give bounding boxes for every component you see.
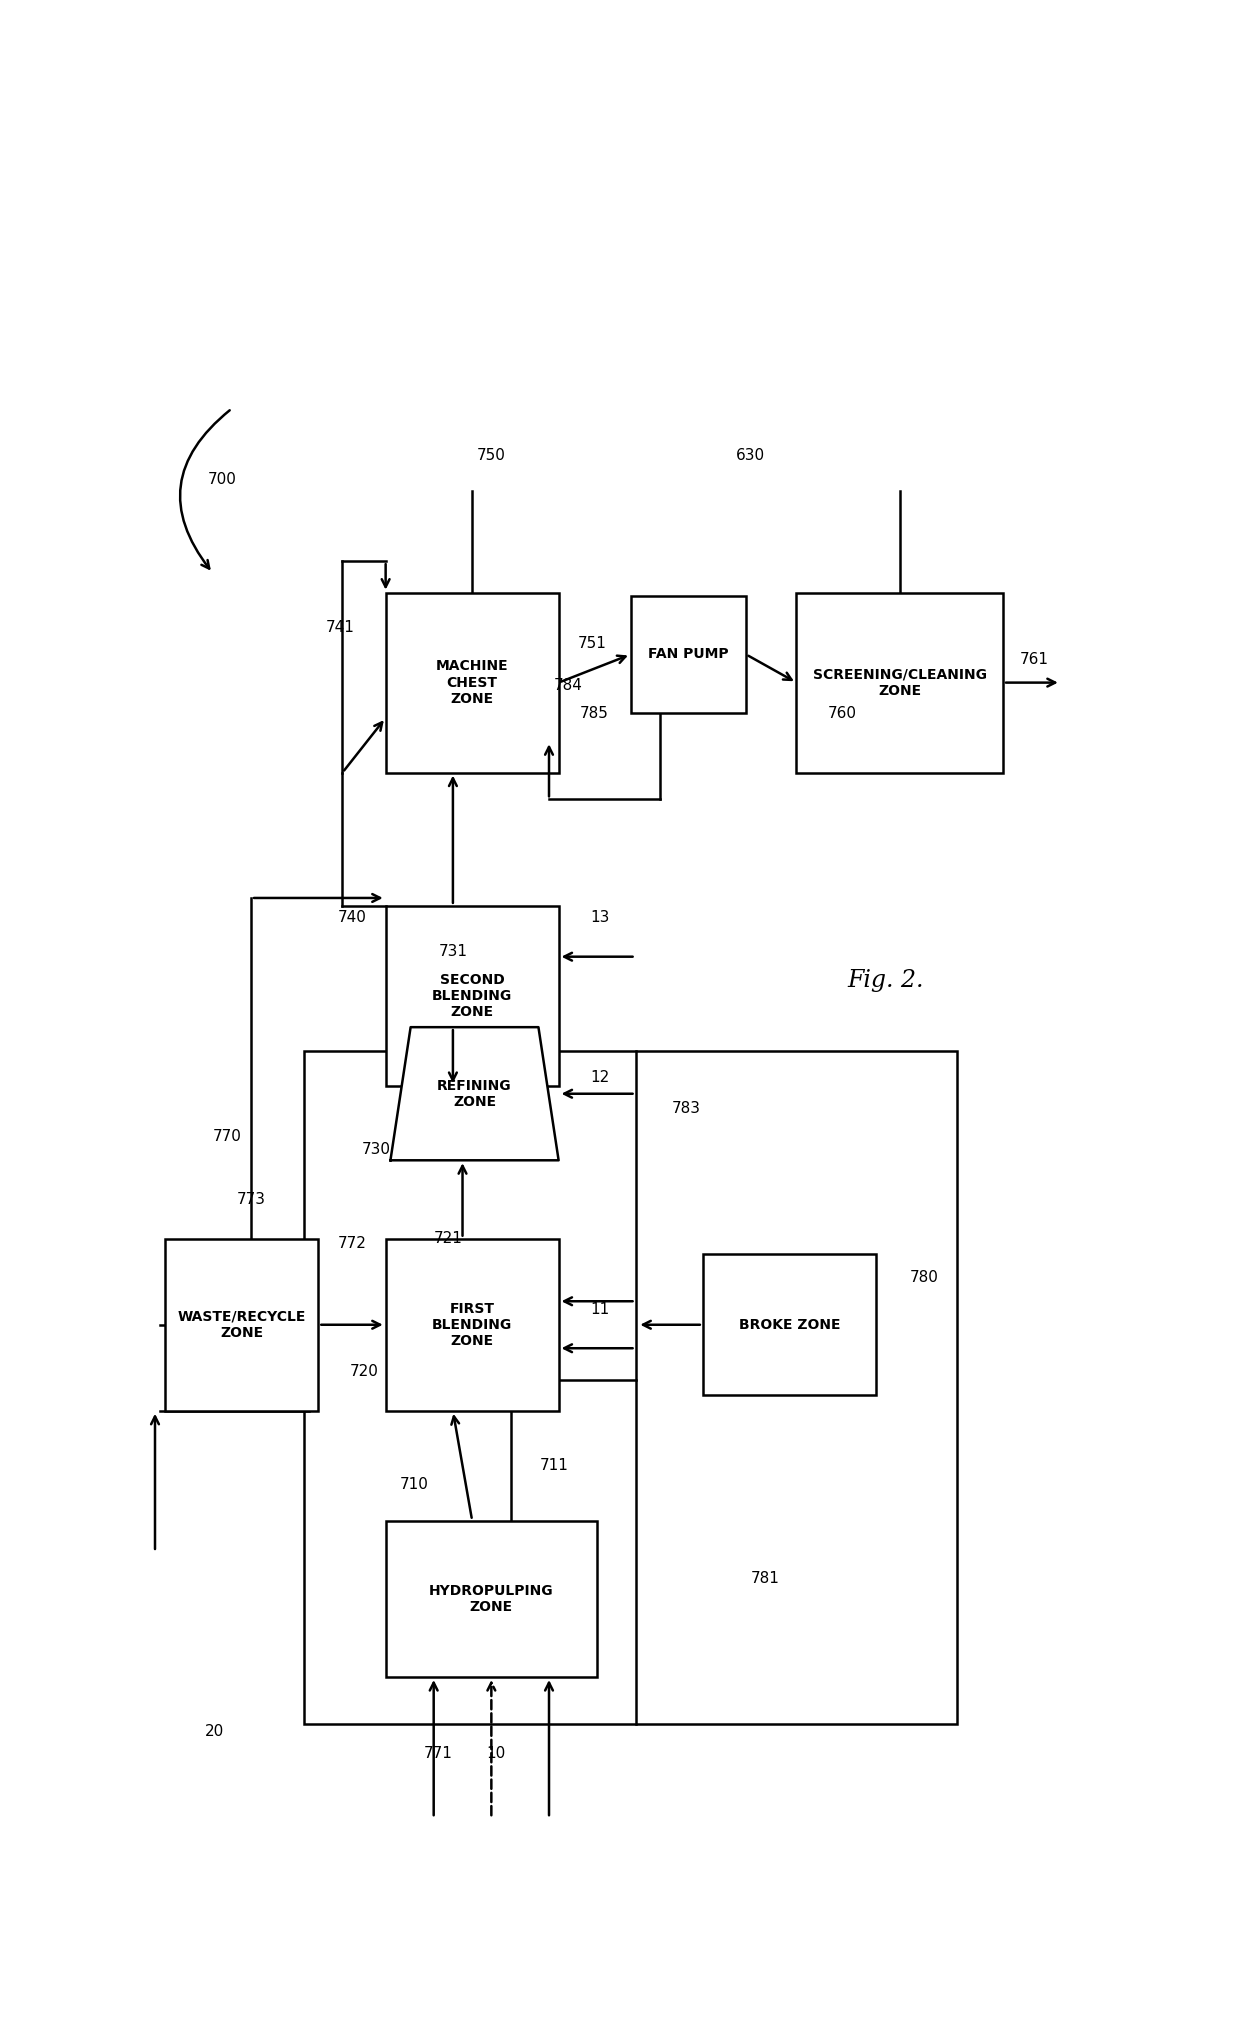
Text: 772: 772 (337, 1237, 367, 1251)
Text: 630: 630 (737, 447, 765, 464)
Text: 741: 741 (326, 620, 355, 635)
Text: 770: 770 (213, 1129, 242, 1145)
Text: 20: 20 (205, 1725, 224, 1739)
Text: 785: 785 (580, 706, 609, 722)
Text: Fig. 2.: Fig. 2. (847, 968, 924, 993)
Text: SCREENING/CLEANING
ZONE: SCREENING/CLEANING ZONE (812, 667, 987, 698)
Text: MACHINE
CHEST
ZONE: MACHINE CHEST ZONE (435, 659, 508, 706)
Text: 720: 720 (350, 1365, 379, 1379)
Text: 781: 781 (750, 1570, 780, 1587)
Text: 784: 784 (554, 677, 583, 694)
Text: BROKE ZONE: BROKE ZONE (739, 1318, 839, 1332)
Bar (304, 1052, 957, 1725)
Text: 12: 12 (590, 1070, 610, 1084)
Text: 711: 711 (539, 1458, 568, 1473)
Text: 751: 751 (578, 637, 606, 651)
Text: 11: 11 (590, 1302, 610, 1316)
Text: 710: 710 (401, 1477, 429, 1493)
Text: SECOND
BLENDING
ZONE: SECOND BLENDING ZONE (432, 972, 512, 1019)
Bar (796, 592, 1003, 773)
Text: FIRST
BLENDING
ZONE: FIRST BLENDING ZONE (432, 1302, 512, 1349)
Bar (386, 1239, 558, 1412)
Bar (386, 905, 558, 1086)
Text: HYDROPULPING
ZONE: HYDROPULPING ZONE (429, 1584, 554, 1613)
Bar (386, 1521, 596, 1678)
Text: 740: 740 (337, 909, 367, 925)
Text: 721: 721 (434, 1231, 463, 1247)
Text: FAN PUMP: FAN PUMP (649, 647, 729, 661)
Text: 771: 771 (424, 1747, 453, 1761)
Text: 700: 700 (208, 472, 237, 486)
Text: WASTE/RECYCLE
ZONE: WASTE/RECYCLE ZONE (177, 1310, 306, 1340)
Text: 13: 13 (590, 909, 610, 925)
Text: 761: 761 (1019, 651, 1049, 667)
Bar (703, 1255, 875, 1395)
Bar (386, 592, 558, 773)
Text: 730: 730 (361, 1141, 391, 1157)
Text: 760: 760 (828, 706, 857, 722)
Text: REFINING
ZONE: REFINING ZONE (438, 1078, 512, 1109)
Text: 780: 780 (909, 1271, 939, 1285)
Text: 10: 10 (486, 1747, 506, 1761)
Text: 773: 773 (237, 1192, 265, 1206)
Bar (631, 596, 746, 714)
Polygon shape (391, 1027, 558, 1159)
Text: 750: 750 (477, 447, 506, 464)
Text: 731: 731 (439, 944, 467, 960)
Bar (165, 1239, 319, 1412)
Text: 783: 783 (672, 1100, 701, 1117)
